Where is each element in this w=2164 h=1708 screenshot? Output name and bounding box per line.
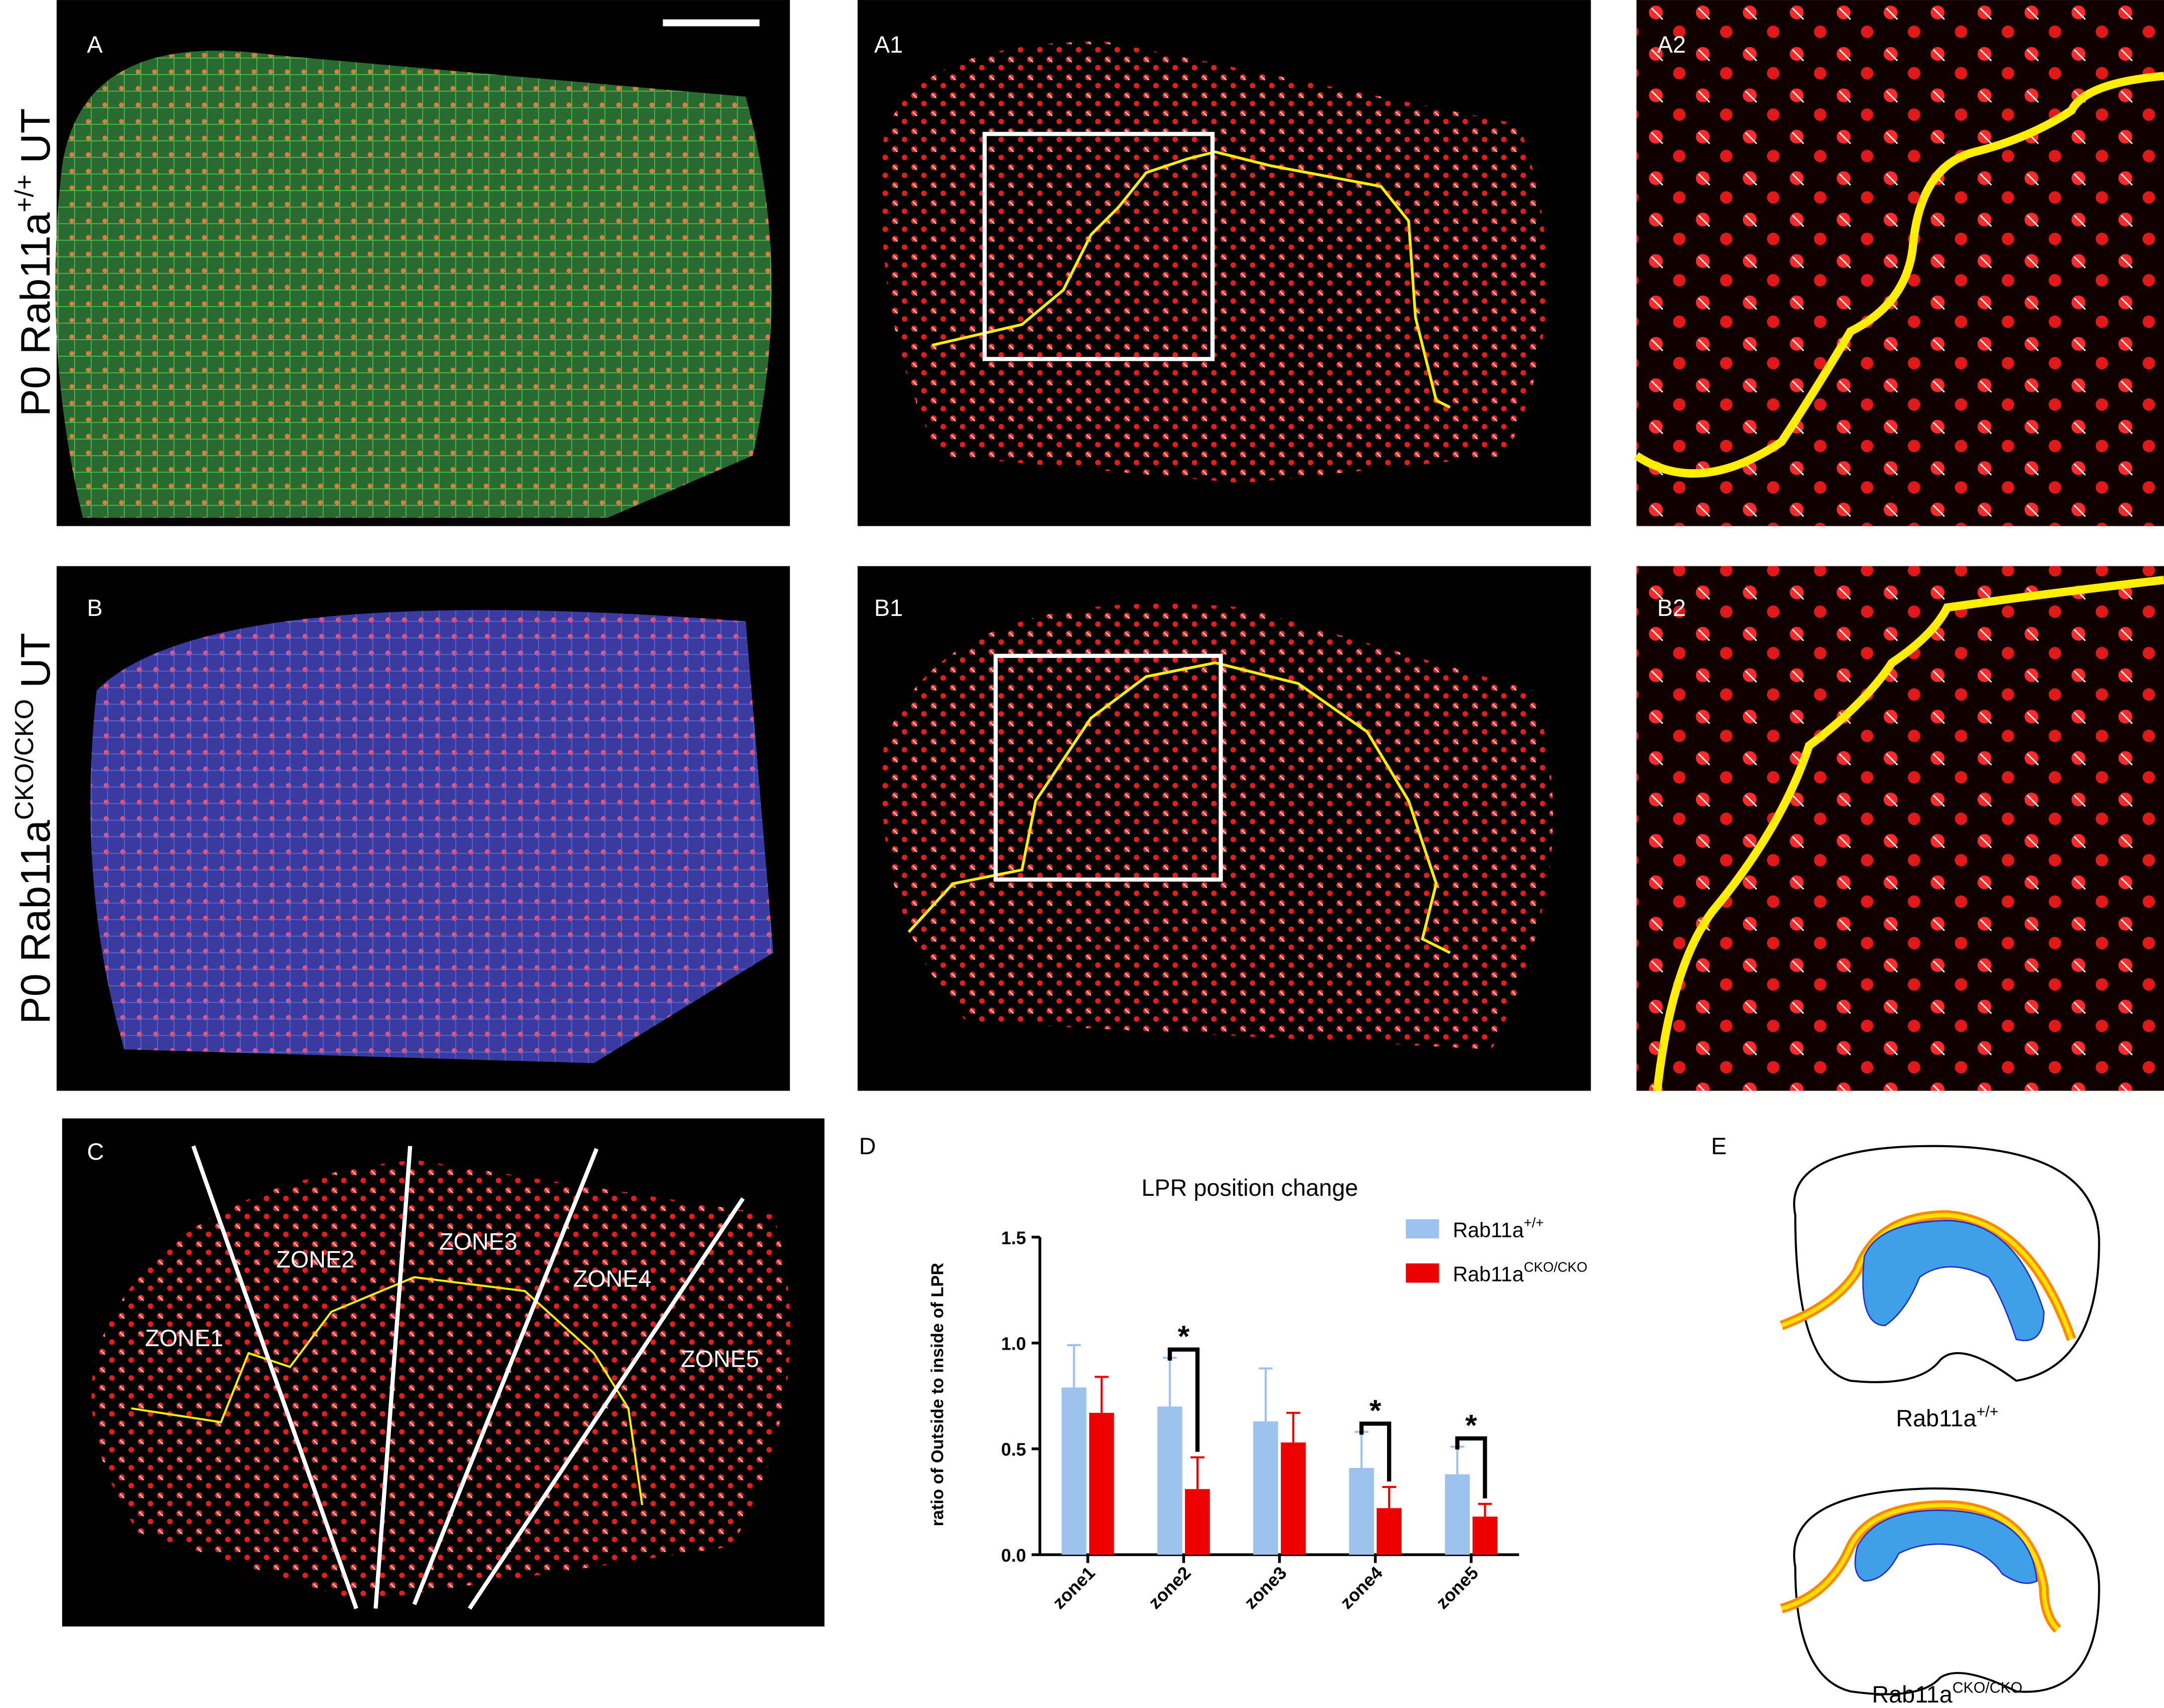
- panel-label: A: [87, 32, 103, 58]
- bar: [1061, 1387, 1087, 1555]
- scale-bar: [663, 19, 760, 27]
- bar: [1472, 1517, 1498, 1555]
- error-bar: [1450, 1445, 1465, 1474]
- y-tick-label: 0.5: [1001, 1440, 1026, 1460]
- tissue: [1636, 0, 2164, 526]
- error-bar: [1286, 1412, 1300, 1443]
- lpr-line: [1653, 575, 2164, 1092]
- legend-label: Rab11aCKO/CKO: [1453, 1259, 1588, 1286]
- legend-superscript: CKO/CKO: [1524, 1259, 1588, 1274]
- bar: [1445, 1474, 1470, 1555]
- error-bar: [1354, 1431, 1368, 1468]
- tissue: [55, 51, 772, 518]
- x-tick-label: zone3: [1241, 1563, 1291, 1613]
- bar: [1089, 1413, 1114, 1555]
- x-tick-label: zone2: [1144, 1563, 1195, 1613]
- panel-label: D: [859, 1133, 876, 1159]
- panel-label: A2: [1657, 32, 1686, 58]
- error-bar: [1067, 1344, 1081, 1388]
- y-tick-label: 1.5: [1001, 1228, 1026, 1248]
- bar: [1376, 1508, 1402, 1555]
- y-tick-label: 0.0: [1001, 1546, 1026, 1566]
- bar: [1281, 1442, 1306, 1555]
- lpr-line: [1634, 72, 2164, 478]
- row-label: P0 Rab11a+/+UT: [10, 108, 59, 416]
- diagram: [1780, 1145, 2100, 1695]
- row-label: P0 Rab11aCKO/CKOUT: [10, 633, 59, 1024]
- diagram-label: Rab11a+/+: [1896, 1404, 1998, 1431]
- error-bar: [1094, 1376, 1109, 1413]
- x-tick-label: zone5: [1432, 1563, 1482, 1613]
- error-bar: [1259, 1367, 1273, 1422]
- zone-label: ZONE3: [439, 1228, 517, 1254]
- significance-label: *: [1465, 1408, 1477, 1442]
- y-axis-label: ratio of Outside to inside of LPR: [928, 1262, 947, 1526]
- panel-label: C: [87, 1139, 104, 1165]
- panel-label: A1: [874, 32, 903, 58]
- chart-title: LPR position change: [1141, 1175, 1358, 1201]
- tissue: [91, 1160, 791, 1602]
- legend-swatch: [1406, 1263, 1439, 1283]
- tissue: [90, 610, 773, 1063]
- legend-swatch: [1406, 1219, 1439, 1239]
- zone-label: ZONE1: [145, 1325, 223, 1351]
- legend-name: Rab11a: [1453, 1263, 1524, 1286]
- zoom-box: [982, 132, 1215, 361]
- diagram-label: Rab11aCKO/CKO: [1872, 1680, 2022, 1707]
- error-bar: [1478, 1503, 1492, 1517]
- lpr-line: [907, 661, 1451, 954]
- bar: [1157, 1406, 1183, 1555]
- tissue: [882, 603, 1553, 1049]
- zoom-box: [994, 654, 1223, 882]
- significance-label: *: [1369, 1393, 1382, 1427]
- tissue: [1636, 566, 2164, 1091]
- x-tick-label: zone4: [1336, 1563, 1387, 1613]
- error-bar: [1191, 1456, 1205, 1489]
- significance-bracket: [1359, 1421, 1392, 1481]
- legend-superscript: +/+: [1524, 1215, 1544, 1230]
- lpr-line: [131, 1276, 644, 1506]
- legend-label: Rab11a+/+: [1453, 1215, 1543, 1241]
- panel-label: B1: [874, 595, 903, 621]
- zone-lines: [191, 1145, 745, 1610]
- panel-label: B: [87, 595, 103, 621]
- lpr-line: [931, 150, 1451, 409]
- bar: [1253, 1421, 1278, 1555]
- bar: [1185, 1489, 1210, 1555]
- significance-bracket: [1455, 1436, 1487, 1499]
- zone-label: ZONE5: [681, 1346, 759, 1372]
- zone-label: ZONE2: [276, 1246, 354, 1272]
- significance-bracket: [1167, 1347, 1200, 1452]
- significance-label: *: [1177, 1319, 1190, 1353]
- x-tick-label: zone1: [1049, 1563, 1099, 1613]
- error-bar: [1162, 1357, 1177, 1407]
- zone-label: ZONE4: [573, 1266, 651, 1292]
- legend-name: Rab11a: [1453, 1218, 1524, 1241]
- bar: [1349, 1467, 1374, 1555]
- chart: 0.0 0.5 1.0 1.5 zone1 zone2 zone3 zone4 zone5 * * *…: [1001, 1215, 1588, 1613]
- panel-label: E: [1711, 1133, 1726, 1159]
- panel-label: B2: [1657, 595, 1686, 621]
- y-tick-label: 1.0: [1001, 1334, 1026, 1354]
- error-bar: [1382, 1485, 1396, 1509]
